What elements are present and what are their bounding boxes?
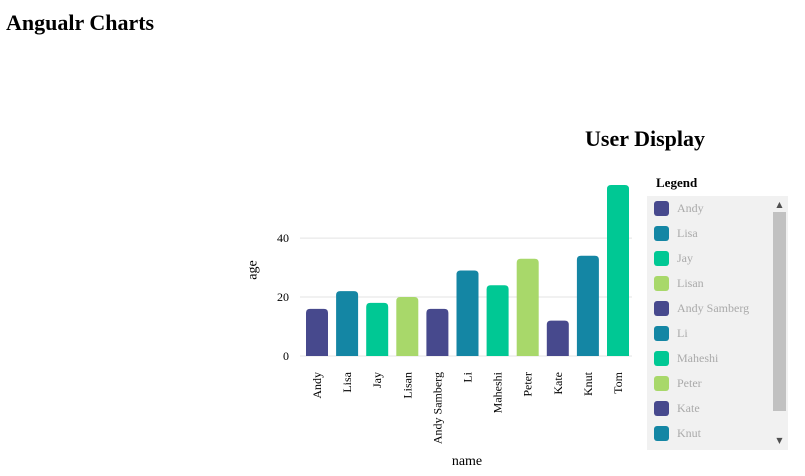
- legend-label: Lisan: [677, 276, 704, 290]
- scroll-thumb[interactable]: [773, 212, 786, 411]
- legend-scrollbar[interactable]: ▲ ▼: [771, 196, 788, 450]
- legend-swatch: [654, 401, 669, 416]
- bar-knut[interactable]: [576, 255, 599, 356]
- x-tick-label: Andy Samberg: [430, 372, 444, 444]
- legend-label: Maheshi: [677, 351, 719, 365]
- legend-swatch: [654, 376, 669, 391]
- legend-item[interactable]: Jay: [647, 246, 771, 271]
- x-tick-label: Tom: [611, 371, 625, 393]
- bar-tom[interactable]: [607, 185, 629, 356]
- bar-jay[interactable]: [366, 302, 389, 356]
- bar-li[interactable]: [456, 270, 479, 357]
- bar-kate[interactable]: [546, 320, 569, 356]
- x-axis-ticks: Andy Lisa Jay Lisan Andy Samberg Li Maheshi Pet…: [310, 371, 625, 444]
- y-tick-label: 40: [277, 231, 289, 245]
- legend-swatch: [654, 351, 669, 366]
- y-axis-ticks: 0 20 40: [277, 231, 289, 363]
- legend-swatch: [654, 326, 669, 341]
- legend-item[interactable]: Kate: [647, 396, 771, 421]
- legend-item[interactable]: Lisa: [647, 221, 771, 246]
- legend-item[interactable]: Knut: [647, 421, 771, 446]
- x-tick-label: Kate: [551, 372, 565, 395]
- bar-lisan[interactable]: [396, 297, 419, 356]
- legend-label: Andy Samberg: [677, 301, 750, 315]
- legend-item[interactable]: Andy: [647, 196, 771, 221]
- legend-label: Kate: [677, 401, 700, 415]
- legend-item[interactable]: Andy Samberg: [647, 296, 771, 321]
- bar-maheshi[interactable]: [486, 285, 509, 356]
- y-tick-label: 0: [283, 349, 289, 363]
- x-tick-label: Maheshi: [491, 371, 505, 413]
- bar-andy[interactable]: [306, 308, 328, 356]
- bar-peter[interactable]: [516, 258, 539, 356]
- legend-list: Andy Lisa Jay Lisan Andy Samberg Li Maheshi Pet…: [647, 196, 771, 446]
- bars: [306, 185, 629, 356]
- legend-item[interactable]: Maheshi: [647, 346, 771, 371]
- legend-label: Knut: [677, 426, 701, 440]
- legend-swatch: [654, 201, 669, 216]
- x-axis-label: name: [452, 454, 482, 469]
- legend-swatch: [654, 276, 669, 291]
- y-tick-label: 20: [277, 290, 289, 304]
- legend-label: Li: [677, 326, 688, 340]
- legend-item[interactable]: Peter: [647, 371, 771, 396]
- x-tick-label: Li: [461, 371, 475, 382]
- legend-label: Andy: [677, 201, 704, 215]
- bar-andy-samberg[interactable]: [426, 308, 449, 356]
- legend-swatch: [654, 226, 669, 241]
- scroll-down-icon[interactable]: ▼: [776, 436, 783, 445]
- page-title: Angualr Charts: [6, 10, 155, 35]
- legend-item[interactable]: Li: [647, 321, 771, 346]
- legend-item[interactable]: Lisan: [647, 271, 771, 296]
- x-tick-label: Jay: [370, 372, 384, 388]
- bar-lisa[interactable]: [336, 291, 359, 356]
- y-axis-label: age: [246, 260, 261, 279]
- x-tick-label: Andy: [310, 372, 324, 399]
- legend[interactable]: Andy Lisa Jay Lisan Andy Samberg Li Maheshi Pet…: [647, 196, 788, 450]
- legend-title: Legend: [656, 175, 698, 190]
- legend-label: Jay: [677, 251, 693, 265]
- x-tick-label: Peter: [521, 372, 535, 397]
- legend-label: Lisa: [677, 226, 698, 240]
- x-tick-label: Knut: [581, 371, 595, 396]
- legend-swatch: [654, 251, 669, 266]
- scroll-up-icon[interactable]: ▲: [776, 200, 783, 209]
- x-tick-label: Lisan: [400, 372, 414, 399]
- legend-swatch: [654, 426, 669, 441]
- legend-swatch: [654, 301, 669, 316]
- x-tick-label: Lisa: [340, 371, 354, 392]
- legend-label: Peter: [677, 376, 702, 390]
- chart-title: User Display: [585, 126, 705, 151]
